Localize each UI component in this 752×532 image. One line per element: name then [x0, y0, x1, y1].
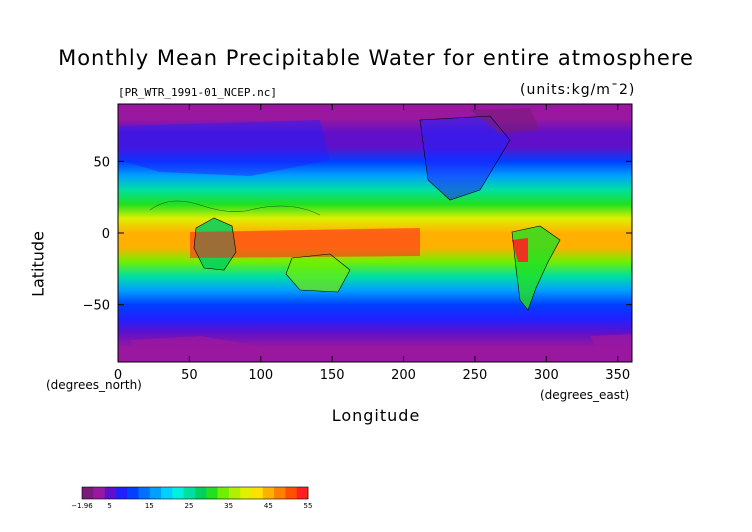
- colorbar-swatch: [195, 487, 207, 499]
- colorbar-swatch: [161, 487, 173, 499]
- x-units-left: (degrees_north): [46, 378, 142, 392]
- y-tick-label: 0: [102, 227, 110, 242]
- colorbar-tick-label: 35: [224, 502, 233, 510]
- y-tick-label: −50: [83, 299, 110, 314]
- x-tick-label: 200: [391, 368, 416, 383]
- colorbar-swatch: [127, 487, 139, 499]
- chart-subtitle-filename: [PR_WTR_1991-01_NCEP.nc]: [118, 86, 277, 99]
- coastline-north: [149, 200, 321, 216]
- x-tick-label: 300: [534, 368, 559, 383]
- colorbar-frame: [81, 486, 309, 500]
- colorbar-swatch: [262, 487, 275, 499]
- chart-title: Monthly Mean Precipitable Water for enti…: [58, 46, 694, 70]
- colorbar-swatch: [82, 487, 94, 499]
- x-tick-label: 250: [463, 368, 488, 383]
- chart-subtitle-units: (units:kg/m¯2): [520, 82, 636, 98]
- colorbar-tick-label: 15: [145, 502, 154, 510]
- colorbar-swatch: [138, 487, 151, 499]
- land-features: [120, 108, 632, 356]
- colorbar-tick-label: 5: [107, 502, 111, 510]
- colorbar-tick-label: 45: [264, 502, 273, 510]
- y-ticks: 50 0 −50: [83, 155, 632, 314]
- colorbar-swatch: [104, 487, 117, 499]
- colorbar-swatch: [251, 487, 264, 499]
- north-america-region: [420, 116, 510, 200]
- colorbar-tick-label: 25: [185, 502, 194, 510]
- colorbar-swatch: [183, 487, 196, 499]
- colorbar-tick-label: −1.96: [71, 502, 93, 510]
- antarctic-region-east: [590, 334, 632, 356]
- colorbar-swatch: [93, 487, 105, 499]
- colorbar-swatch: [115, 487, 128, 499]
- x-tick-label: 350: [605, 368, 630, 383]
- colorbar-tick-label: 55: [304, 502, 313, 510]
- greenland-region: [470, 108, 540, 134]
- warm-pool-region: [190, 228, 420, 258]
- australia-region: [286, 254, 350, 292]
- antarctic-region: [130, 336, 260, 356]
- colorbar-swatch: [285, 487, 297, 499]
- colorbar-swatch: [206, 487, 218, 499]
- x-tick-label: 100: [248, 368, 273, 383]
- y-tick-label: 50: [93, 155, 110, 170]
- coastline-south-america: [511, 225, 561, 311]
- coastline-north-america: [419, 115, 511, 201]
- x-axis-label: Longitude: [331, 406, 421, 425]
- x-tick-label: 150: [320, 368, 345, 383]
- colorbar-swatch: [274, 487, 286, 499]
- colorbar: −1.96 5 15 25 35 45 55: [71, 486, 313, 510]
- colorbar-swatch: [240, 487, 252, 499]
- plot-area: 0 50 100 150 200 250 300 350 50 0 −50: [83, 103, 633, 383]
- colorbar-swatch: [172, 487, 184, 499]
- x-tick-label: 50: [181, 368, 198, 383]
- coastline-africa: [193, 217, 237, 271]
- colorbar-swatch: [217, 487, 230, 499]
- andes-hot-region: [512, 238, 528, 262]
- colorbar-swatch: [228, 487, 241, 499]
- coastline-australia: [285, 253, 351, 293]
- x-ticks: 0 50 100 150 200 250 300 350: [114, 104, 630, 383]
- colorbar-swatch: [149, 487, 162, 499]
- colorbar-swatch: [296, 487, 309, 499]
- x-tick-label: 0: [114, 368, 122, 383]
- x-units-right: (degrees_east): [540, 388, 630, 402]
- eurasia-region: [120, 120, 330, 176]
